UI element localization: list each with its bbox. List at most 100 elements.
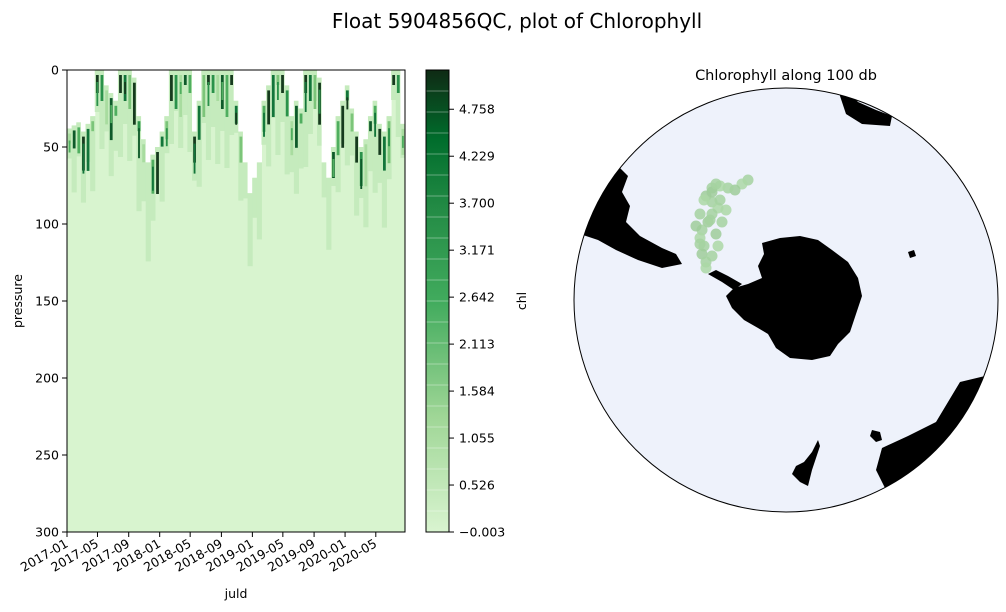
heatmap-cell bbox=[193, 143, 196, 174]
heatmap-nodata bbox=[321, 70, 327, 163]
heatmap-nodata bbox=[145, 70, 151, 163]
heatmap-cell bbox=[372, 100, 378, 193]
heatmap-cell bbox=[285, 90, 289, 117]
heatmap-cell bbox=[114, 105, 118, 116]
heatmap-cell bbox=[284, 85, 290, 175]
tasmania bbox=[870, 430, 882, 442]
heatmap-cell bbox=[239, 136, 243, 163]
heatmap-cell bbox=[82, 143, 85, 174]
heatmap-nodata bbox=[76, 70, 82, 123]
heatmap-cell bbox=[344, 85, 350, 166]
heatmap-nodata bbox=[80, 70, 87, 132]
heatmap-cell bbox=[197, 105, 201, 140]
float-point bbox=[712, 240, 724, 252]
heatmap-cell bbox=[256, 162, 262, 240]
float-point bbox=[714, 194, 726, 206]
heatmap-cell bbox=[174, 75, 178, 109]
float-point bbox=[704, 214, 716, 226]
heatmap-cell bbox=[321, 162, 327, 198]
heatmap-nodata bbox=[131, 70, 137, 78]
heatmap-cell bbox=[179, 75, 183, 117]
heatmap-cell bbox=[151, 166, 154, 191]
heatmap-nodata bbox=[196, 70, 202, 101]
heatmap-nodata bbox=[298, 70, 304, 109]
colorbar-tick-label: 4.758 bbox=[459, 102, 495, 117]
heatmap-cell bbox=[68, 133, 71, 144]
heatmap-cell bbox=[71, 125, 77, 193]
heatmap-nodata bbox=[159, 70, 165, 132]
kerguelen bbox=[908, 250, 916, 258]
heatmap-cell bbox=[401, 135, 404, 148]
heatmap-cell bbox=[215, 70, 221, 164]
heatmap-cell bbox=[388, 128, 390, 147]
float-track bbox=[690, 174, 754, 274]
heatmap-cell bbox=[304, 82, 307, 112]
heatmap-cell bbox=[395, 70, 401, 137]
heatmap-cell bbox=[295, 105, 298, 148]
heatmap-nodata bbox=[326, 70, 332, 178]
heatmap-cell bbox=[72, 130, 76, 149]
heatmap-cell bbox=[303, 70, 309, 167]
float-point bbox=[720, 204, 732, 216]
heatmap-cell bbox=[369, 121, 372, 132]
heatmap-nodata bbox=[317, 70, 323, 78]
float-point bbox=[700, 262, 712, 274]
heatmap-cell bbox=[290, 128, 293, 141]
map-border bbox=[573, 87, 999, 513]
heatmap-cell bbox=[224, 70, 230, 168]
heatmap-cell bbox=[307, 70, 313, 134]
heatmap-cell bbox=[132, 82, 136, 125]
float-point bbox=[710, 178, 722, 190]
heatmap-nodata bbox=[284, 70, 290, 86]
heatmap-cell bbox=[216, 75, 220, 101]
heatmap-cell bbox=[341, 105, 345, 148]
heatmap-nodata bbox=[266, 70, 272, 86]
antarctica bbox=[726, 236, 862, 360]
heatmap-cell bbox=[367, 116, 374, 172]
heatmap-cell bbox=[355, 136, 359, 163]
heatmap-nodata bbox=[247, 70, 253, 194]
heatmap-cell bbox=[156, 152, 159, 194]
float-point bbox=[694, 238, 706, 250]
heatmap-nodata bbox=[372, 70, 378, 101]
heatmap-y-tick-label: 250 bbox=[35, 448, 59, 463]
heatmap-cell bbox=[210, 70, 216, 127]
colorbar-tick-label: 2.642 bbox=[459, 290, 495, 305]
heatmap-nodata bbox=[367, 70, 374, 117]
heatmap-nodata bbox=[293, 70, 300, 101]
heatmap-cell bbox=[99, 70, 105, 149]
heatmap-cell bbox=[281, 75, 284, 93]
heatmap-y-tick-label: 300 bbox=[35, 525, 59, 540]
heatmap-cell bbox=[279, 70, 286, 122]
heatmap-nodata bbox=[349, 70, 355, 109]
heatmap-profiles bbox=[67, 70, 405, 532]
heatmap-nodata bbox=[252, 70, 258, 178]
colorbar-tick-label: 3.700 bbox=[459, 196, 495, 211]
float-point bbox=[698, 194, 710, 206]
heatmap-cell bbox=[138, 128, 140, 159]
heatmap-nodata bbox=[400, 70, 405, 124]
africa-tip bbox=[838, 88, 892, 126]
heatmap-cell bbox=[381, 131, 387, 228]
heatmap-nodata bbox=[141, 70, 147, 140]
heatmap-cell bbox=[137, 121, 141, 132]
heatmap-cell bbox=[238, 131, 244, 201]
heatmap-cell bbox=[127, 70, 133, 161]
heatmap-cell bbox=[298, 108, 304, 169]
heatmap-nodata bbox=[344, 70, 350, 86]
heatmap-nodata bbox=[289, 70, 295, 117]
heatmap-cell bbox=[275, 70, 281, 155]
heatmap-cell bbox=[119, 75, 122, 93]
heatmap-nodata bbox=[335, 70, 341, 117]
heatmap-cell bbox=[354, 131, 360, 216]
heatmap-cell bbox=[349, 108, 355, 156]
new-zealand bbox=[792, 440, 820, 486]
map-title: Chlorophyll along 100 db bbox=[695, 68, 877, 84]
float-point bbox=[710, 228, 722, 240]
heatmap-nodata bbox=[256, 70, 262, 163]
heatmap-cell bbox=[276, 82, 279, 100]
heatmap-nodata bbox=[90, 70, 96, 117]
colorbar-tick-label: 1.584 bbox=[459, 384, 495, 399]
heatmap-cell bbox=[374, 112, 377, 137]
